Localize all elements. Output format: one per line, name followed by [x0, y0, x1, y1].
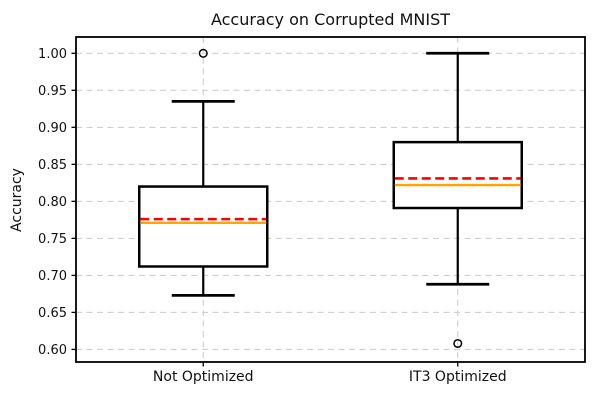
outlier-point-it3-optimized	[453, 338, 463, 349]
y-tick-label: 0.80	[38, 195, 67, 210]
y-tick-label: 0.85	[38, 158, 67, 173]
y-tick-label: 0.90	[38, 121, 67, 136]
y-tick-label: 0.95	[38, 84, 67, 99]
y-tick-label: 0.65	[38, 306, 67, 321]
box-not-optimized	[138, 185, 269, 268]
chart-title: Accuracy on Corrupted MNIST	[210, 10, 451, 29]
x-tick-label: IT3 Optimized	[409, 369, 507, 385]
plot-border	[75, 36, 586, 363]
y-tick-label: 0.60	[38, 343, 67, 358]
y-axis-title: Accuracy	[9, 168, 25, 232]
y-tick-label: 0.70	[38, 269, 67, 284]
y-tick-label: 0.75	[38, 232, 67, 247]
x-tick-label: Not Optimized	[153, 369, 254, 385]
box-it3-optimized	[392, 140, 523, 210]
y-tick-label: 1.00	[38, 47, 67, 62]
outlier-point-not-optimized	[198, 48, 208, 58]
